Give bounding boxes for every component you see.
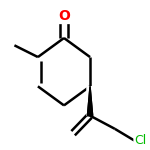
Text: Cl: Cl [134,134,147,147]
Polygon shape [87,86,93,116]
Text: O: O [58,9,70,23]
Polygon shape [87,86,93,116]
